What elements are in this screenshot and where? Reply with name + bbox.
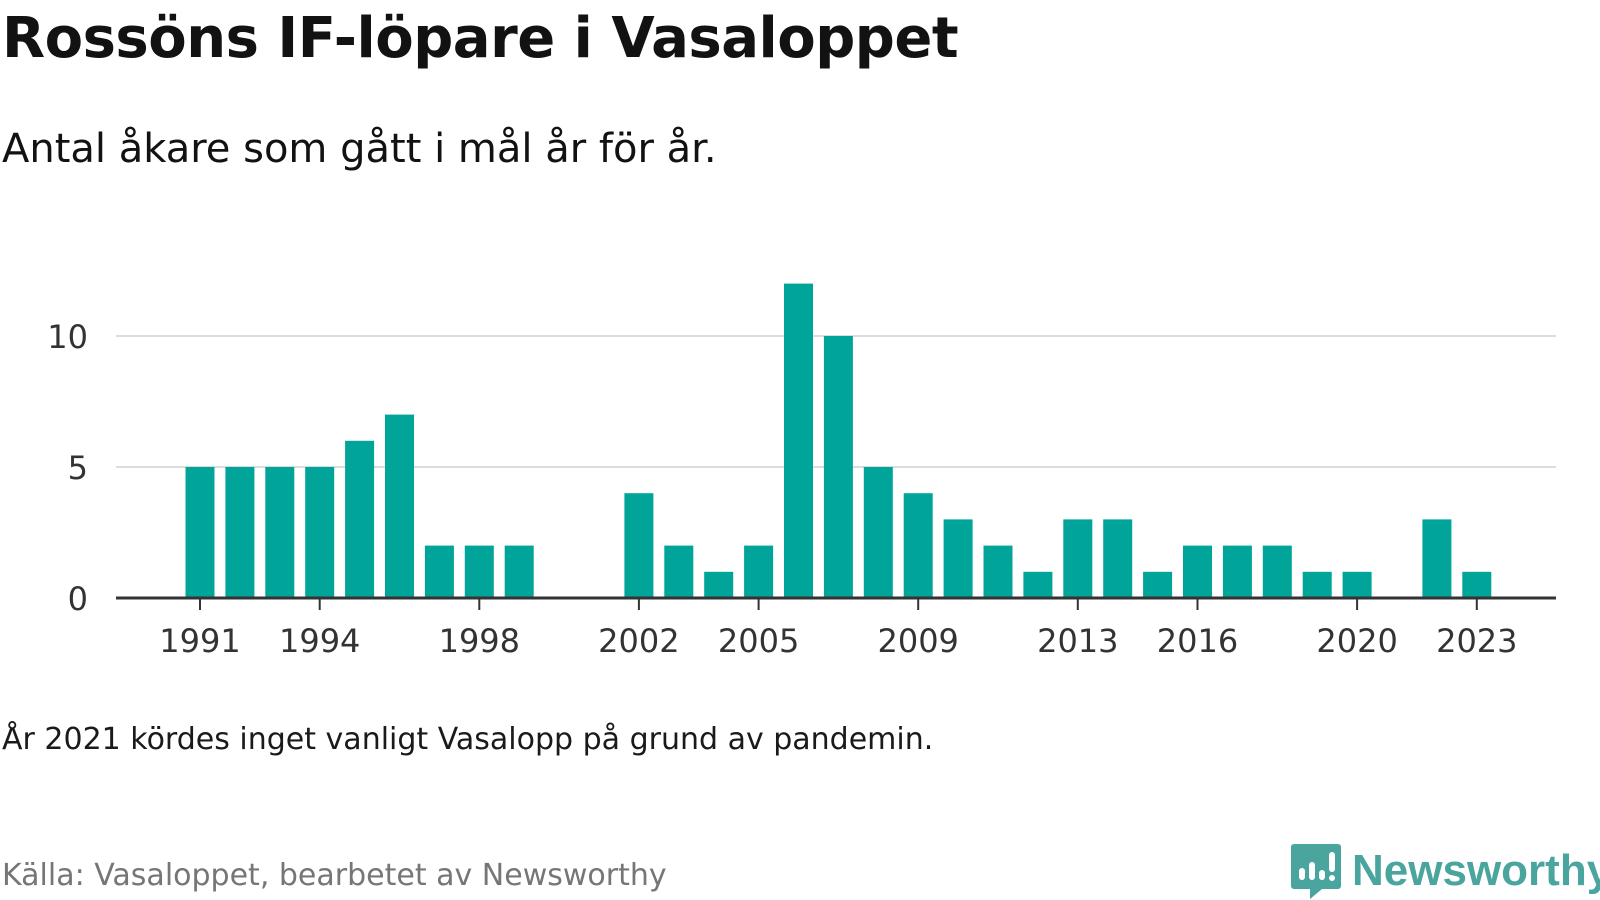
y-tick-label-10: 10 xyxy=(47,318,88,356)
bar-2012 xyxy=(1023,571,1053,598)
y-tick-label-0: 0 xyxy=(68,580,88,618)
source-text: Källa: Vasaloppet, bearbetet av Newswort… xyxy=(2,858,667,893)
bar-2018 xyxy=(1262,545,1292,598)
bar-1995 xyxy=(345,440,375,598)
x-tick-label-2016: 2016 xyxy=(1157,622,1238,660)
x-tick-label-1991: 1991 xyxy=(159,622,240,660)
bar-2010 xyxy=(943,519,973,598)
bar-2023 xyxy=(1462,571,1492,598)
chart-note: År 2021 kördes inget vanligt Vasalopp på… xyxy=(2,722,934,757)
bar-1999 xyxy=(504,545,534,598)
newsworthy-logo-icon xyxy=(1291,844,1341,899)
bar-2009 xyxy=(903,493,933,598)
x-tick-label-2013: 2013 xyxy=(1037,622,1118,660)
chart-subtitle: Antal åkare som gått i mål år för år. xyxy=(2,126,717,172)
x-tick-label-2005: 2005 xyxy=(718,622,799,660)
bar-2015 xyxy=(1143,571,1173,598)
logo-text: Newsworthy xyxy=(1352,846,1600,895)
bar-2005 xyxy=(744,545,774,598)
bar-1993 xyxy=(265,467,295,598)
chart-title: Rossöns IF-löpare i Vasaloppet xyxy=(2,6,959,71)
bar-2002 xyxy=(624,493,654,598)
x-tick-label-1994: 1994 xyxy=(279,622,360,660)
bar-2008 xyxy=(863,467,893,598)
bar-2011 xyxy=(983,545,1013,598)
x-tick-label-2009: 2009 xyxy=(877,622,958,660)
bar-2017 xyxy=(1222,545,1252,598)
newsworthy-logo[interactable]: Newsworthy xyxy=(1290,842,1600,900)
bar-1998 xyxy=(464,545,494,598)
bar-1994 xyxy=(305,467,335,598)
bar-2007 xyxy=(823,336,853,598)
x-tick-label-2023: 2023 xyxy=(1436,622,1517,660)
bar-2022 xyxy=(1422,519,1452,598)
bar-chart: 0 5 10 1991 1994 1998 2002 2005 2009 2013 2016 2020… xyxy=(47,283,1556,660)
bar-2014 xyxy=(1103,519,1133,598)
bar-2003 xyxy=(664,545,694,598)
bar-2016 xyxy=(1183,545,1212,598)
bar-2006 xyxy=(784,283,813,598)
axes: 0 5 10 1991 1994 1998 2002 2005 2009 2013 2016 2020… xyxy=(47,318,1556,660)
bar-2004 xyxy=(704,571,734,598)
bar-1991 xyxy=(185,467,215,598)
bar-2020 xyxy=(1342,571,1372,598)
x-tick-label-2020: 2020 xyxy=(1316,622,1397,660)
x-tick-label-2002: 2002 xyxy=(598,622,679,660)
bar-1996 xyxy=(385,414,414,598)
bar-2013 xyxy=(1063,519,1093,598)
bars xyxy=(185,283,1492,598)
x-tick-label-1998: 1998 xyxy=(439,622,520,660)
bar-1992 xyxy=(225,467,255,598)
bar-2019 xyxy=(1302,571,1332,598)
bar-1997 xyxy=(424,545,454,598)
y-tick-label-5: 5 xyxy=(68,449,88,487)
